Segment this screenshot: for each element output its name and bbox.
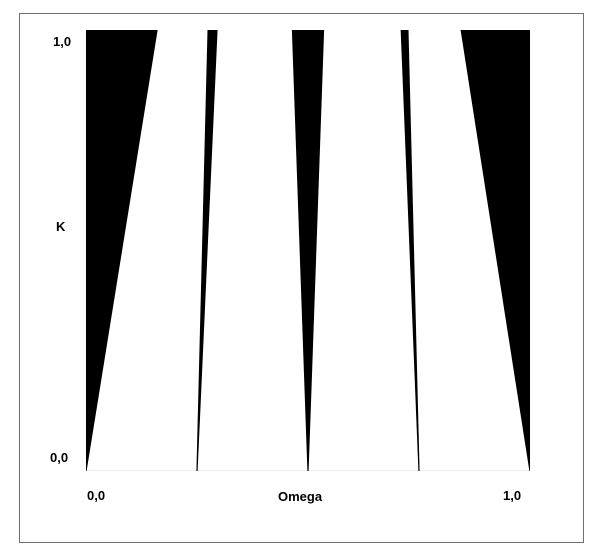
locking-region-1 (86, 30, 158, 471)
tongue-plot (86, 30, 530, 471)
locking-region-4 (400, 30, 420, 471)
x-tick-right: 1,0 (503, 488, 522, 503)
y-axis-label: K (56, 219, 66, 234)
locking-region-3 (291, 30, 325, 471)
locking-region-5 (460, 30, 530, 471)
y-tick-top: 1,0 (53, 34, 72, 49)
y-tick-bottom: 0,0 (50, 450, 69, 465)
x-tick-left: 0,0 (87, 488, 106, 503)
x-axis-label: Omega (278, 489, 323, 504)
locking-region-2 (196, 30, 218, 471)
